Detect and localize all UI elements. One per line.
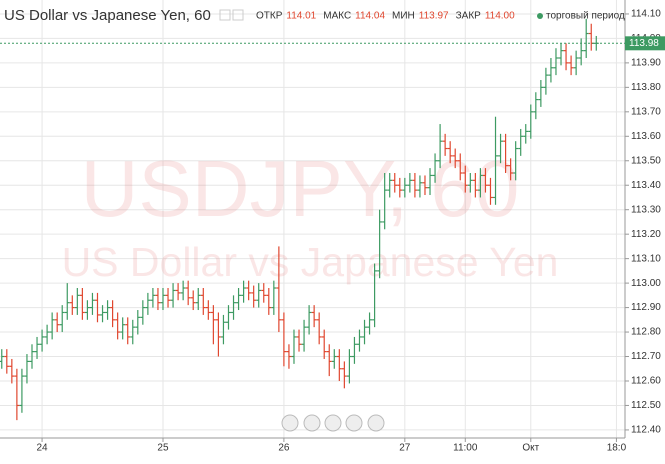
- y-tick-label: 113.40: [631, 180, 661, 191]
- chart-title: US Dollar vs Japanese Yen, 60: [4, 7, 211, 24]
- ohlc-value: 114.04: [355, 11, 385, 22]
- ohlc-value: 113.97: [419, 11, 449, 22]
- zoom-out-button[interactable]: [303, 414, 321, 432]
- session-label: торговый период: [546, 11, 625, 22]
- y-tick-label: 112.70: [631, 351, 661, 362]
- zoom-in-button[interactable]: [345, 414, 363, 432]
- y-tick-label: 114.10: [631, 9, 661, 20]
- reset-button[interactable]: [324, 414, 342, 432]
- icon[interactable]: [219, 9, 231, 21]
- y-tick-label: 112.90: [631, 302, 661, 313]
- x-tick-label: Окт: [522, 443, 539, 454]
- y-tick-label: 113.50: [631, 155, 661, 166]
- x-tick-label: 27: [399, 443, 411, 454]
- ohlc-label: МАКС: [323, 11, 351, 22]
- ohlc-info: ОТКР 114.01 МАКС 114.04 МИН 113.97 ЗАКР 114.00: [256, 11, 515, 22]
- ohlc-label: ОТКР: [256, 11, 283, 22]
- ohlc-value: 114.00: [485, 11, 515, 22]
- y-tick-label: 113.20: [631, 229, 661, 240]
- x-tick-label: 18:0: [607, 443, 627, 454]
- y-tick-label: 113.70: [631, 106, 661, 117]
- x-tick-label: 26: [278, 443, 290, 454]
- ohlc-label: МИН: [392, 11, 415, 22]
- last-price-label: 113.98: [629, 38, 659, 49]
- session-dot: [537, 13, 543, 19]
- nav-buttons: [281, 414, 385, 432]
- icon[interactable]: [232, 9, 244, 21]
- ohlc-value: 114.01: [286, 11, 316, 22]
- y-tick-label: 113.90: [631, 58, 661, 69]
- last-price-box: [625, 36, 665, 51]
- watermark-subtitle: US Dollar vs Japanese Yen: [62, 239, 559, 285]
- x-tick-label: 25: [157, 443, 169, 454]
- y-tick-label: 113.80: [631, 82, 661, 93]
- y-tick-label: 113.10: [631, 253, 661, 264]
- scroll-left-button[interactable]: [281, 414, 299, 432]
- grid: [0, 0, 625, 438]
- ohlc-label: ЗАКР: [456, 11, 482, 22]
- scroll-right-button[interactable]: [367, 414, 385, 432]
- y-tick-label: 113.60: [631, 131, 661, 142]
- price-axis-panel: [625, 0, 665, 459]
- y-tick-label: 113.30: [631, 204, 661, 215]
- y-tick-label: 112.80: [631, 327, 661, 338]
- watermark: USDJPY, 60: [81, 144, 520, 233]
- y-tick-label: 112.50: [631, 400, 661, 411]
- y-tick-label: 113.00: [631, 278, 661, 289]
- x-tick-label: 11:00: [453, 443, 478, 454]
- y-tick-label: 112.60: [631, 376, 661, 387]
- x-tick-label: 24: [37, 443, 49, 454]
- y-tick-label: 112.40: [631, 425, 661, 436]
- bars: [0, 18, 599, 421]
